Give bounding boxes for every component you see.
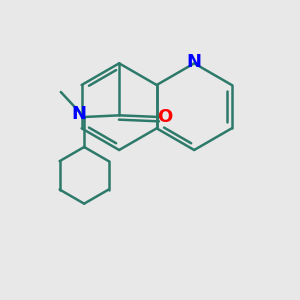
Text: N: N bbox=[187, 53, 202, 71]
Text: O: O bbox=[158, 108, 173, 126]
Text: N: N bbox=[71, 105, 86, 123]
